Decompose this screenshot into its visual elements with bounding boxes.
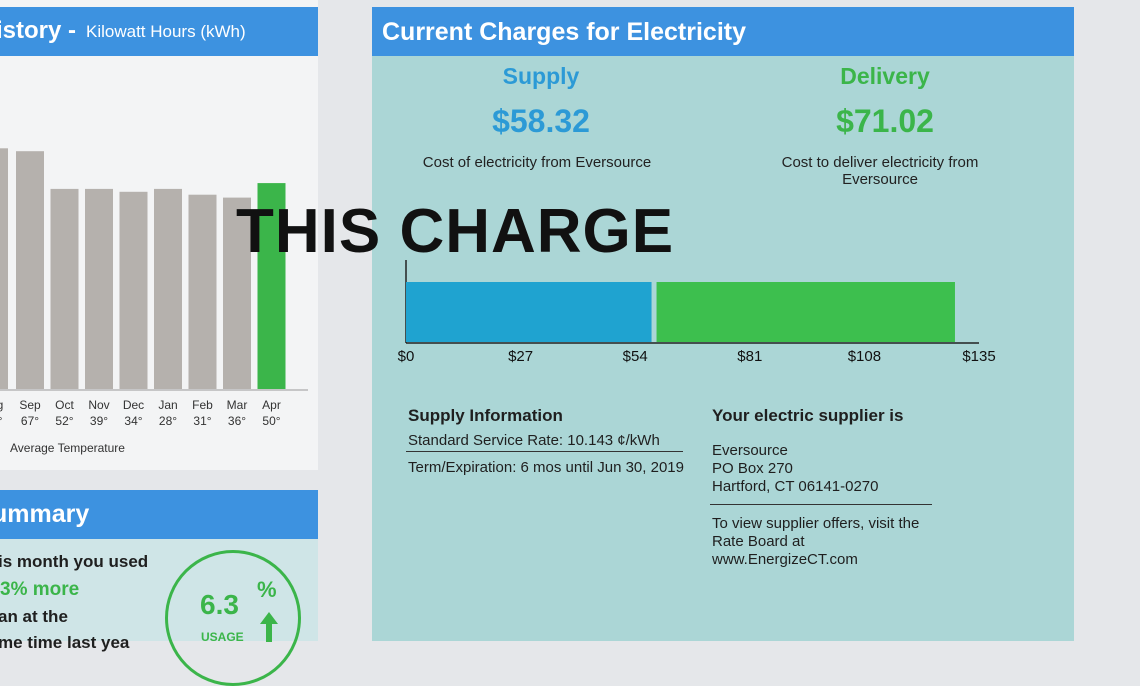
supply-bar [406, 282, 652, 342]
usage-history-chart [0, 148, 308, 391]
temperature-label: 31° [193, 414, 212, 428]
usage-history-subtitle: Kilowatt Hours (kWh) [86, 22, 246, 41]
usage-bar [119, 191, 148, 389]
month-label: Jan [158, 398, 178, 412]
supply-description: Cost of electricity from Eversource [422, 154, 652, 171]
x-tick-label: $135 [962, 348, 996, 365]
divider [710, 504, 932, 505]
supplier-offer-3: www.EnergizeCT.com [712, 551, 858, 568]
x-tick-label: $81 [737, 348, 763, 365]
supplier-address-2: Hartford, CT 06141-0270 [712, 478, 879, 495]
month-label: g [0, 398, 3, 412]
supply-amount: $58.32 [492, 103, 590, 139]
x-tick-label: $27 [508, 348, 534, 365]
current-charges-header: Current Charges for Electricity [372, 7, 1074, 56]
month-label: Mar [226, 398, 248, 412]
temperature-label: 39° [89, 414, 109, 428]
usage-bar [85, 188, 113, 389]
usage-summary-title: ummary [0, 500, 90, 528]
supply-rate: Standard Service Rate: 10.143 ¢/kWh [408, 432, 660, 449]
temperature-label: 34° [124, 414, 143, 428]
supplier-heading: Your electric supplier is [712, 406, 904, 425]
month-label: Oct [55, 398, 74, 412]
usage-bar [154, 188, 182, 389]
month-label: Nov [88, 398, 110, 412]
supplier-offer-2: Rate Board at [712, 533, 805, 550]
temperature-label: ° [0, 414, 2, 428]
usage-bar [257, 183, 286, 389]
month-label: Feb [192, 398, 213, 412]
gauge-percent: % [257, 577, 277, 602]
temperature-label: 28° [158, 414, 178, 428]
usage-history-header: istory - Kilowatt Hours (kWh) [0, 7, 318, 56]
supply-title: Supply [502, 63, 580, 89]
temperature-label: 67° [20, 414, 40, 428]
temperature-caption: Average Temperature [10, 441, 125, 455]
x-tick-label: $108 [847, 348, 882, 365]
summary-line-1: is month you used [0, 552, 149, 571]
arrow-up-icon [260, 612, 278, 642]
supplier-address-1: PO Box 270 [712, 460, 793, 477]
delivery-bar [656, 282, 955, 342]
supplier-name: Eversource [712, 442, 788, 459]
temperature-label: 52° [55, 414, 74, 428]
delivery-title: Delivery [840, 63, 930, 89]
month-label: Sep [19, 398, 41, 412]
x-tick-label: $0 [397, 348, 415, 365]
x-tick-label: $54 [622, 348, 648, 365]
usage-bar [16, 151, 44, 389]
month-label: Dec [122, 398, 145, 412]
current-charges-title: Current Charges for Electricity [382, 18, 746, 46]
overlay-caption: THIS CHARGE [236, 197, 675, 266]
usage-bar [223, 197, 251, 389]
summary-line-4: me time last yea [0, 633, 130, 652]
month-label: Apr [262, 398, 281, 412]
usage-bar [188, 194, 217, 389]
supply-info-heading: Supply Information [408, 406, 563, 425]
usage-bar [0, 148, 8, 389]
supply-term: Term/Expiration: 6 mos until Jun 30, 201… [408, 459, 684, 476]
charges-bar-chart [405, 260, 979, 344]
temperature-label: 36° [227, 414, 247, 428]
usage-summary-header: ummary [0, 490, 318, 539]
temperature-label: 50° [262, 414, 281, 428]
usage-bar [50, 188, 79, 389]
delivery-description: Cost to deliver electricity from Eversou… [781, 154, 979, 188]
supplier-offer-1: To view supplier offers, visit the [712, 515, 920, 532]
summary-line-2: 3% more [0, 579, 80, 600]
gauge-label: USAGE [201, 630, 244, 644]
gauge-value: 6.3 [200, 589, 239, 620]
divider [406, 451, 683, 452]
delivery-amount: $71.02 [836, 103, 934, 139]
summary-line-3: an at the [0, 607, 68, 626]
usage-history-title: istory - [0, 17, 77, 44]
